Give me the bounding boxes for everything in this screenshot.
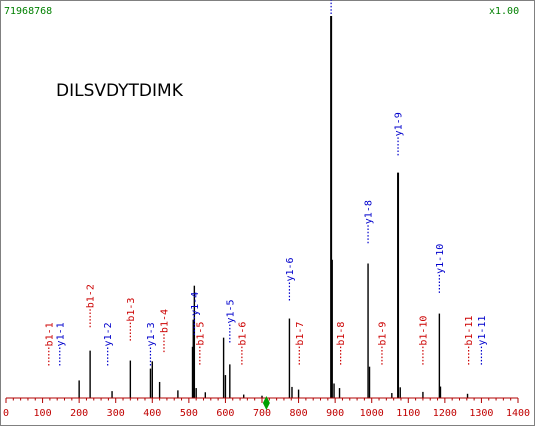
annotation-layer: b1-1 y1-1 b1-2 y1-2 b1-3 y1-3b1-4 y1-4 b1-5 y1-5… xyxy=(44,0,488,366)
ion-label-b1-8: b1-8 xyxy=(336,322,347,346)
ion-label-y1-9: y1-9 xyxy=(394,112,405,136)
ion-label-y1-5: y1-5 xyxy=(225,299,236,323)
scan-id-label: 71968768 xyxy=(4,6,52,17)
x-tick-label-300: 300 xyxy=(107,408,125,419)
x-tick-label-100: 100 xyxy=(34,408,52,419)
ion-label-y1-4: y1-4 xyxy=(190,292,201,316)
precursor-marker-down xyxy=(262,403,270,410)
x-tick-label-500: 500 xyxy=(180,408,198,419)
ion-label-y1-10: y1-10 xyxy=(435,244,446,274)
precursor-marker-up xyxy=(262,396,270,403)
ion-label-b1-7: b1-7 xyxy=(295,322,306,346)
ion-label-b1-6: b1-6 xyxy=(237,322,248,346)
x-tick-label-1100: 1100 xyxy=(396,408,420,419)
ion-label-b1-10: b1-10 xyxy=(418,316,429,346)
x-axis: 0 100 200 300 400 500 600 700 800 900 1000 1100 1200… xyxy=(3,397,530,419)
x-tick-label-1200: 1200 xyxy=(433,408,457,419)
ion-label-b1-9: b1-9 xyxy=(377,322,388,346)
x-tick-label-800: 800 xyxy=(290,408,308,419)
x-tick-label-900: 900 xyxy=(326,408,344,419)
ion-label-y1-8: y1-8 xyxy=(364,200,375,224)
ion-label-y1-6: y1-6 xyxy=(285,257,296,281)
ion-label-b1-4: b1-4 xyxy=(159,309,170,333)
ion-label-y1-1: y1-1 xyxy=(55,322,66,346)
ion-label-b1-1: b1-1 xyxy=(44,322,55,346)
ion-label-b1-11: b1-11 xyxy=(464,316,475,346)
x-tick-label-700: 700 xyxy=(253,408,271,419)
peptide-sequence-title: DILSVDYTDIMK xyxy=(56,81,184,101)
ion-label-y1-11: y1-11 xyxy=(477,316,488,346)
x-tick-label-0: 0 xyxy=(3,408,9,419)
x-tick-label-1400: 1400 xyxy=(506,408,530,419)
ion-label-y1-3: y1-3 xyxy=(146,322,157,346)
x-tick-label-1000: 1000 xyxy=(360,408,384,419)
scale-factor-label: x1.00 xyxy=(489,6,519,17)
ion-label-b1-5: b1-5 xyxy=(195,322,206,346)
ion-label-y1-2: y1-2 xyxy=(103,322,114,346)
x-tick-label-1300: 1300 xyxy=(469,408,493,419)
ion-label-b1-3: b1-3 xyxy=(126,298,137,322)
x-tick-label-600: 600 xyxy=(216,408,234,419)
peak-layer xyxy=(78,16,469,398)
marker-layer xyxy=(262,396,270,410)
x-tick-label-400: 400 xyxy=(143,408,161,419)
ion-label-b1-2: b1-2 xyxy=(86,284,97,308)
x-tick-label-200: 200 xyxy=(70,408,88,419)
